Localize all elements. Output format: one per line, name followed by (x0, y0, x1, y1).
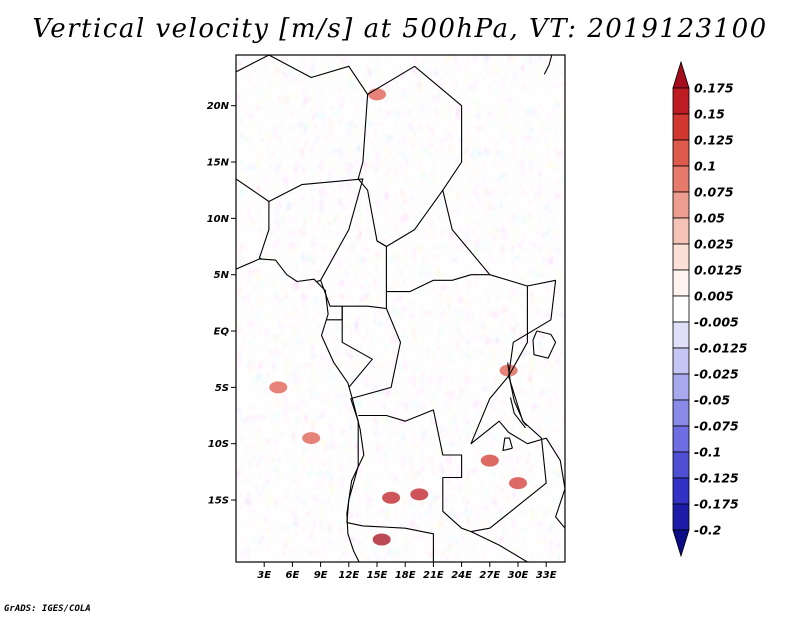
ascent-patch (269, 381, 288, 394)
lon-tick-label: 30E (508, 570, 529, 581)
colorbar-swatch (672, 87, 690, 115)
colorbar-swatch (672, 295, 690, 323)
colorbar-swatch (672, 139, 690, 167)
colorbar-swatch (672, 503, 690, 531)
boundary-line (236, 258, 365, 562)
lat-tick-label: 5S (215, 383, 229, 394)
colorbar-label: 0.075 (694, 185, 734, 200)
lat-tick-label: 15S (208, 496, 229, 507)
boundary-line (346, 522, 434, 562)
colorbar-label: 0.05 (694, 211, 725, 226)
colorbar-arrow-bottom (672, 529, 690, 558)
map-frame (235, 54, 566, 563)
lat-tick-label: 10N (207, 214, 230, 225)
boundary-line (358, 409, 472, 533)
colorbar-swatch (672, 425, 690, 453)
grads-credit: GrADS: IGES/COLA (4, 604, 91, 614)
boundary-line (470, 531, 528, 562)
lon-tick-label: 15E (367, 570, 388, 581)
boundary-line (341, 306, 373, 388)
boundary-line (376, 240, 387, 292)
lon-tick-label: 24E (451, 570, 472, 581)
ascent-patch (302, 432, 321, 445)
colorbar-swatch (672, 451, 690, 479)
lon-tick-label: 18E (395, 570, 416, 581)
boundary-line (508, 286, 528, 377)
velocity-field (236, 55, 565, 562)
lon-tick-label: 12E (338, 570, 359, 581)
colorbar-label: -0.05 (694, 393, 730, 408)
colorbar-label: 0.1 (694, 159, 716, 174)
colorbar-swatch (672, 217, 690, 245)
country-boundaries (236, 55, 565, 562)
boundary-line (357, 94, 444, 248)
lon-tick-label: 21E (423, 570, 444, 581)
colorbar-swatch (672, 347, 690, 375)
lat-tick-label: 10S (208, 439, 229, 450)
colorbar-swatch (672, 321, 690, 349)
boundary-line (545, 437, 565, 529)
lat-tick-label: 20N (207, 101, 230, 112)
colorbar-label: -0.175 (694, 497, 739, 512)
ascent-patch (480, 454, 499, 467)
ascent-patch (372, 533, 391, 546)
colorbar-label: 0.0125 (694, 263, 743, 278)
latitude-axis: 20N 15N 10N 5N EQ 5S 10S 15S (207, 101, 236, 507)
colorbar-swatch (672, 269, 690, 297)
colorbar-label: 0.005 (694, 289, 734, 304)
colorbar-swatch (672, 113, 690, 141)
colorbar-label: -0.0125 (694, 341, 748, 356)
lon-tick-label: 6E (286, 570, 300, 581)
lon-tick-label: 3E (257, 570, 271, 581)
colorbar: 0.175 0.15 0.125 0.1 0.075 0.05 0.025 0.0125 0.0… (672, 60, 748, 558)
colorbar-label: -0.1 (694, 445, 721, 460)
colorbar-label: -0.005 (694, 315, 739, 330)
lon-tick-label: 33E (536, 570, 557, 581)
boundary-line (236, 55, 270, 73)
lat-tick-label: EQ (214, 327, 230, 338)
colorbar-swatch (672, 165, 690, 193)
boundary-line (350, 308, 402, 400)
colorbar-label: 0.125 (694, 133, 734, 148)
boundary-line (509, 397, 526, 429)
boundary-line (470, 375, 547, 445)
boundary-line (342, 274, 490, 310)
boundary-line (236, 178, 270, 260)
colorbar-swatch (672, 399, 690, 427)
colorbar-label: -0.125 (694, 471, 739, 486)
colorbar-label: 0.175 (694, 81, 734, 96)
chart-title: Vertical velocity [m/s] at 500hPa, VT: 2… (32, 14, 768, 44)
colorbar-label: 0.15 (694, 107, 725, 122)
ascent-patch (509, 477, 527, 490)
colorbar-swatch (672, 243, 690, 271)
colorbar-label: -0.025 (694, 367, 739, 382)
lon-tick-label: 9E (314, 570, 328, 581)
boundary-line (543, 55, 553, 75)
colorbar-label: -0.075 (694, 419, 739, 434)
ascent-patch (410, 488, 429, 501)
ascent-patch (368, 88, 386, 101)
boundary-line (502, 437, 513, 452)
longitude-axis: 3E 6E 9E 12E 15E 18E 21E 24E 27E 30E 33E (257, 562, 557, 581)
colorbar-swatch (672, 191, 690, 219)
colorbar-swatch (672, 477, 690, 505)
lat-tick-label: 5N (214, 270, 230, 281)
ascent-patch (382, 491, 401, 504)
boundary-line (507, 362, 527, 427)
colorbar-label: -0.2 (694, 523, 721, 538)
colorbar-label: 0.025 (694, 237, 734, 252)
colorbar-arrow-top (672, 60, 690, 89)
colorbar-swatch (672, 373, 690, 401)
lon-tick-label: 27E (479, 570, 500, 581)
boundary-line (532, 330, 557, 359)
lat-tick-label: 15N (207, 158, 230, 169)
